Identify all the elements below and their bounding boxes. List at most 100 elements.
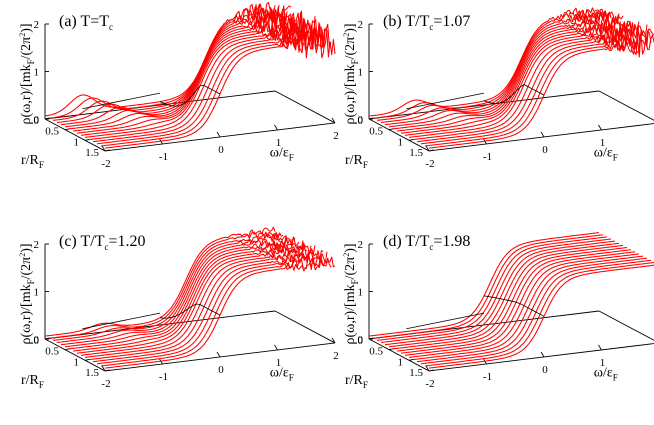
r-tick-label: 1.5 bbox=[85, 147, 99, 159]
fermi-level-ridge bbox=[159, 84, 221, 107]
panel-title: (b) T/Tc=1.07 bbox=[383, 13, 470, 32]
r-tick-label: 0 bbox=[358, 335, 364, 347]
omega-tick-label: 0 bbox=[542, 364, 548, 376]
omega-tick-label: 2 bbox=[333, 350, 339, 362]
rho-tick-label: 0 bbox=[34, 334, 40, 346]
r-axis-label-sub: F bbox=[39, 160, 44, 170]
omega-tick-label: 1 bbox=[600, 357, 606, 369]
omega-tick bbox=[425, 365, 430, 372]
r-tick-label: 1.5 bbox=[409, 367, 423, 379]
omega-tick-label: 1 bbox=[276, 357, 282, 369]
panel-title: (c) T/Tc=1.20 bbox=[59, 233, 146, 252]
omega-axis-label-sub: F bbox=[613, 372, 618, 382]
omega-tick bbox=[331, 117, 336, 124]
omega-tick-label: -1 bbox=[159, 151, 168, 163]
omega-tick bbox=[101, 145, 106, 152]
rho-tick-label: 1 bbox=[34, 287, 40, 299]
omega-tick-label: -1 bbox=[483, 151, 492, 163]
omega-tick bbox=[598, 124, 602, 131]
panel-title-main: T/T bbox=[405, 13, 429, 30]
panel-title-value: =1.98 bbox=[433, 233, 470, 250]
omega-tick-label: -2 bbox=[425, 378, 434, 390]
r-axis-label-sub: F bbox=[39, 380, 44, 390]
zero-radius-ridge bbox=[82, 92, 161, 110]
omega-axis-label: ω/εF bbox=[270, 365, 294, 382]
r-tick-label: 1 bbox=[398, 136, 404, 148]
r-axis-label: r/RF bbox=[21, 153, 44, 170]
r-axis-label-sub: F bbox=[363, 160, 368, 170]
floor-back-omega-axis bbox=[44, 310, 276, 340]
omega-tick bbox=[425, 145, 430, 152]
omega-tick bbox=[598, 344, 602, 351]
omega-tick bbox=[540, 351, 545, 358]
fermi-level-ridge bbox=[483, 295, 545, 317]
omega-tick-label: 2 bbox=[333, 130, 339, 142]
zero-radius-ridge bbox=[82, 312, 161, 330]
panel-title: (a) T=Tc bbox=[59, 13, 113, 32]
rho-tick-label: 2 bbox=[34, 239, 40, 251]
panel-title-subscript: c bbox=[104, 242, 108, 252]
rho-tick-label: 1 bbox=[358, 287, 364, 299]
r-axis-label: r/RF bbox=[345, 373, 368, 390]
omega-tick bbox=[216, 131, 221, 138]
panel-title-subscript: c bbox=[109, 22, 113, 32]
panel-label: (b) bbox=[383, 13, 405, 30]
omega-tick-label: 1 bbox=[600, 137, 606, 149]
floor-right-r-axis bbox=[598, 90, 654, 121]
floor-right-r-axis bbox=[274, 310, 336, 344]
panel-title-value: =1.07 bbox=[433, 13, 470, 30]
omega-tick bbox=[274, 344, 278, 351]
rho-tick-label: 1 bbox=[34, 67, 40, 79]
panel-title-subscript: c bbox=[429, 22, 433, 32]
r-tick-label: 1 bbox=[74, 356, 80, 368]
rho-tick-label: 1 bbox=[358, 67, 364, 79]
r-axis bbox=[368, 118, 430, 152]
r-axis bbox=[368, 338, 430, 372]
r-axis bbox=[44, 338, 106, 372]
fermi-level-ridge bbox=[483, 84, 545, 104]
omega-tick-label: -2 bbox=[101, 158, 110, 170]
fermi-level-ridge bbox=[159, 303, 221, 319]
rho-tick-label: 2 bbox=[34, 19, 40, 31]
omega-axis-label: ω/εF bbox=[594, 145, 618, 162]
r-tick-label: 0.5 bbox=[369, 126, 383, 138]
floor-right-r-axis bbox=[274, 90, 336, 124]
rho-axis-label: ρ(ω,r)/[mkF/(2π2)] bbox=[342, 23, 360, 124]
zero-radius-ridge bbox=[406, 312, 485, 330]
r-tick-label: 0.5 bbox=[45, 126, 59, 138]
panel-label: (a) bbox=[59, 13, 80, 30]
r-tick bbox=[428, 149, 435, 152]
panel-label: (c) bbox=[59, 233, 80, 250]
rho-axis-label: ρ(ω,r)/[mkF/(2π2)] bbox=[342, 243, 360, 344]
rho-tick-label: 0 bbox=[358, 334, 364, 346]
omega-tick-label: -2 bbox=[425, 158, 434, 170]
panel-title-main: T=T bbox=[80, 13, 109, 30]
floor-back-omega-axis bbox=[368, 90, 600, 120]
floor-back-omega-axis bbox=[44, 90, 276, 120]
r-tick-label: 1.5 bbox=[85, 367, 99, 379]
omega-axis-label-sub: F bbox=[289, 152, 294, 162]
r-tick-label: 1 bbox=[74, 136, 80, 148]
omega-tick bbox=[540, 131, 545, 138]
rho-tick-label: 0 bbox=[34, 114, 40, 126]
omega-tick-label: -2 bbox=[101, 378, 110, 390]
panel-title-value: =1.20 bbox=[108, 233, 145, 250]
omega-axis-label-sub: F bbox=[289, 372, 294, 382]
r-axis-label: r/RF bbox=[345, 153, 368, 170]
r-tick-label: 0 bbox=[34, 115, 40, 127]
omega-tick-label: -1 bbox=[483, 371, 492, 383]
r-tick-label: 1.5 bbox=[409, 147, 423, 159]
r-tick-label: 0 bbox=[34, 335, 40, 347]
omega-axis-label-sub: F bbox=[613, 152, 618, 162]
r-tick bbox=[104, 149, 111, 152]
rho-tick-label: 2 bbox=[358, 19, 364, 31]
r-tick-label: 0.5 bbox=[369, 346, 383, 358]
rho-axis-label: ρ(ω,r)/[mkF/(2π2)] bbox=[18, 243, 36, 344]
panel-title: (d) T/Tc=1.98 bbox=[383, 233, 470, 252]
panel-title-subscript: c bbox=[429, 242, 433, 252]
r-tick-label: 0.5 bbox=[45, 346, 59, 358]
